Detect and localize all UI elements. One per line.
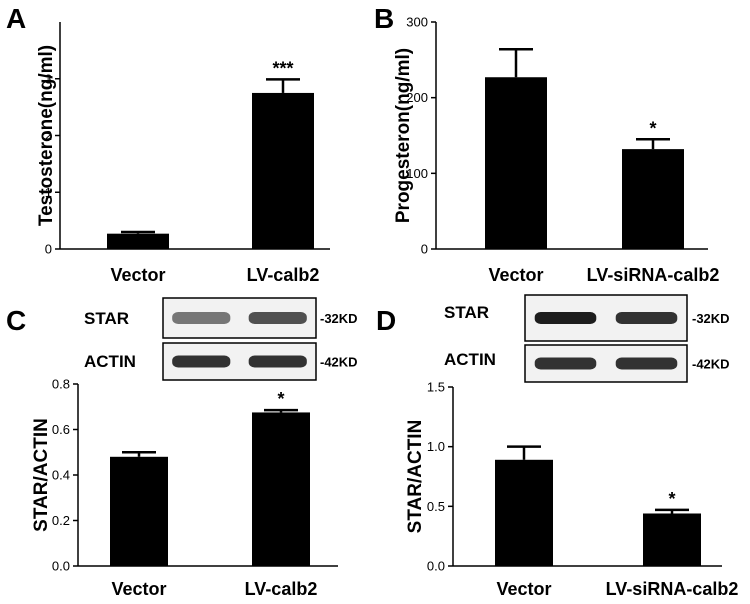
y-tick-label: 0 [421,242,428,257]
chart-panel-b: B 0 100 200 300 Progesteron(ng/ml) Vector * LV-s… [374,3,719,285]
blot-label: STAR [444,303,489,322]
blot-label: ACTIN [444,350,496,369]
blot-band [248,312,307,324]
significance-mark: * [649,118,656,138]
blot-size-label: -42KD [692,357,730,372]
x-category-label: Vector [111,579,166,599]
bar [495,459,553,566]
y-tick-label: 0.5 [427,499,445,514]
y-tick-label: 100 [406,166,428,181]
x-category-label: Vector [496,579,551,599]
bar [107,233,169,249]
y-tick-label: 0.0 [52,559,70,574]
blot-band [248,355,307,368]
y-axis-title: STAR/ACTIN [31,418,52,532]
blot-band [534,312,597,324]
y-tick-label: 300 [406,15,428,30]
panel-letter: D [376,305,396,336]
significance-mark: * [277,389,284,409]
bar [622,149,684,249]
blot-size-label: -42KD [320,355,358,370]
panel-letter: C [6,305,26,336]
y-tick-label: 0.4 [52,468,70,483]
y-tick-label: 0.8 [52,377,70,392]
x-category-label: LV-siRNA-calb2 [587,265,720,285]
y-tick-label: 0.6 [52,422,70,437]
blot-size-label: -32KD [692,311,730,326]
bar [485,77,547,249]
y-tick-label: 0 [45,242,52,257]
blot-size-label: -32KD [320,311,358,326]
significance-mark: * [668,489,675,509]
x-category-label: LV-siRNA-calb2 [606,579,739,599]
y-tick-label: 200 [406,90,428,105]
x-category-label: LV-calb2 [247,265,320,285]
bar [643,513,701,566]
y-tick-label: 0.2 [52,513,70,528]
blot-band [172,312,231,324]
y-tick-label: 1.0 [427,439,445,454]
chart-panel-d: D 0.0 0.5 1.0 1.5 STAR/ACTIN Vector * LV-siRNA-c… [376,294,739,599]
blot-band [615,357,678,370]
y-tick-label: 1.5 [427,380,445,395]
chart-panel-c: C 0.0 0.2 0.4 0.6 0.8 STAR/ACTIN Vector * LV-calb… [6,297,358,599]
blot-actin: ACTIN -42KD [84,342,358,381]
x-category-label: LV-calb2 [245,579,318,599]
blot-band [172,355,231,368]
y-axis-title: Testosterone(ng/ml) [36,45,57,226]
y-tick-label: 0.0 [427,559,445,574]
blot-band [534,357,597,370]
bar [252,92,314,249]
blot-label: STAR [84,309,129,328]
panel-letter: B [374,3,394,34]
y-axis-title: Progesteron(ng/ml) [393,48,414,223]
y-tick-label: 3 [45,71,52,86]
x-category-label: Vector [110,265,165,285]
y-tick-label: 1 [45,185,52,200]
blot-band [615,312,678,324]
bar [252,412,310,566]
blot-star: STAR -32KD [444,294,730,342]
blot-star: STAR -32KD [84,297,358,339]
y-tick-label: 2 [45,128,52,143]
y-axis-title: STAR/ACTIN [405,420,426,534]
bar [110,456,168,566]
panel-letter: A [6,3,26,34]
blot-actin: ACTIN -42KD [444,344,730,383]
significance-mark: *** [272,58,293,78]
blot-label: ACTIN [84,352,136,371]
x-category-label: Vector [488,265,543,285]
